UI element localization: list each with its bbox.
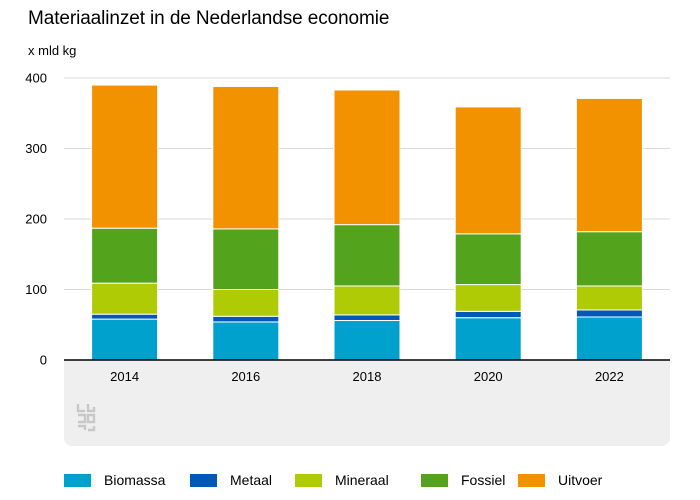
bar-segment-metaal	[454, 310, 522, 319]
legend-item-mineraal: Mineraal	[295, 471, 389, 489]
bar-segment-biomassa	[91, 318, 159, 361]
bar-segment-metaal	[575, 309, 643, 318]
legend-item-fossiel: Fossiel	[421, 471, 505, 489]
y-axis-unit-label: x mld kg	[28, 43, 77, 58]
legend-label: Uitvoer	[558, 472, 603, 488]
x-tick-label: 2018	[353, 369, 382, 384]
y-tick-label: 0	[40, 353, 47, 368]
legend-label: Biomassa	[104, 472, 166, 488]
bar-segment-uitvoer	[575, 97, 643, 233]
bar-segment-uitvoer	[212, 85, 280, 230]
legend-swatch	[518, 473, 545, 487]
bar-segment-mineraal	[454, 284, 522, 312]
bar-segment-uitvoer	[454, 106, 522, 235]
bar-segment-fossiel	[212, 228, 280, 290]
bar-segment-fossiel	[454, 233, 522, 286]
y-tick-label: 200	[25, 212, 47, 227]
bar-segment-metaal	[212, 315, 280, 323]
x-tick-label: 2022	[595, 369, 624, 384]
bar-segment-fossiel	[575, 231, 643, 287]
y-tick-label: 400	[25, 71, 47, 86]
bar-segment-metaal	[333, 314, 401, 322]
chart-title: Materiaalinzet in de Nederlandse economi…	[28, 8, 390, 29]
bar-segment-uitvoer	[333, 89, 401, 226]
legend-item-uitvoer: Uitvoer	[518, 471, 602, 489]
y-tick-label: 300	[25, 141, 47, 156]
legend-item-metaal: Metaal	[190, 471, 272, 489]
legend-swatch	[64, 473, 91, 487]
x-axis-panel	[64, 360, 670, 446]
x-tick-label: 2014	[110, 369, 139, 384]
bar-segment-mineraal	[333, 285, 401, 316]
bar-segment-mineraal	[91, 282, 159, 315]
chart-legend: Biomassa Metaal Mineraal Fossiel Uitvoer	[64, 471, 670, 489]
bar-segment-biomassa	[333, 320, 401, 361]
legend-item-biomassa: Biomassa	[64, 471, 165, 489]
legend-swatch	[295, 473, 322, 487]
y-tick-label: 100	[25, 282, 47, 297]
bar-segment-biomassa	[212, 321, 280, 361]
cbs-logo-icon	[76, 404, 96, 432]
x-tick-label: 2016	[231, 369, 260, 384]
legend-swatch	[190, 473, 217, 487]
bar-segment-biomassa	[575, 316, 643, 361]
bar-segment-fossiel	[333, 224, 401, 287]
legend-label: Metaal	[230, 472, 273, 488]
bar-segment-metaal	[91, 313, 159, 320]
legend-label: Mineraal	[335, 472, 389, 488]
bar-segment-mineraal	[575, 285, 643, 311]
bar-segment-biomassa	[454, 317, 522, 361]
x-tick-label: 2020	[474, 369, 503, 384]
legend-label: Fossiel	[461, 472, 506, 488]
bar-segment-uitvoer	[91, 84, 159, 229]
legend-swatch	[421, 473, 448, 487]
bar-segment-mineraal	[212, 289, 280, 317]
bar-segment-fossiel	[91, 227, 159, 284]
